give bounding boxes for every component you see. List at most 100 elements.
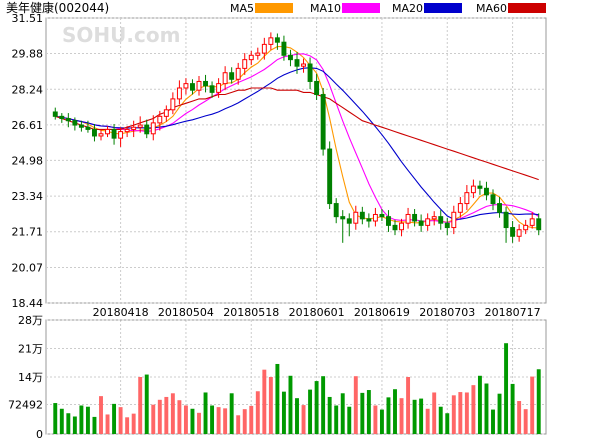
volume-bar	[164, 396, 169, 434]
volume-bar	[327, 396, 332, 434]
volume-bar	[242, 409, 247, 434]
price-panel: 31.51 29.88 28.24 26.61 24.98 23.34 21.71 20.07…	[12, 12, 547, 319]
candle	[209, 81, 215, 98]
volume-bar	[190, 408, 195, 434]
legend-swatch	[424, 3, 462, 13]
candle-body	[229, 72, 235, 80]
legend-swatch	[508, 3, 546, 13]
volume-bar	[340, 393, 345, 434]
volume-bar	[314, 381, 319, 434]
volume-bar	[536, 369, 541, 434]
candle-body	[523, 224, 529, 231]
volume-bar	[445, 413, 450, 434]
candle-body	[144, 124, 150, 135]
candle-body	[346, 218, 352, 224]
candle-body	[222, 72, 228, 85]
candle-body	[353, 211, 359, 224]
candle-body	[294, 59, 300, 67]
candle	[150, 115, 156, 141]
volume-bar	[275, 363, 280, 434]
volume-bar	[72, 416, 77, 434]
candle	[65, 113, 71, 128]
volume-bar	[419, 398, 424, 434]
candle-body	[431, 216, 437, 220]
candle	[320, 87, 326, 156]
candle	[399, 218, 404, 237]
candle	[405, 207, 411, 229]
stock-title: 美年健康(002044)	[6, 0, 109, 15]
candle	[163, 105, 169, 122]
candle	[98, 129, 104, 141]
candle	[157, 110, 163, 131]
price-tick-label: 21.71	[12, 226, 44, 239]
ma60-line	[55, 87, 539, 181]
volume-bar	[464, 392, 469, 434]
candle-body	[412, 213, 418, 222]
candle-body	[183, 83, 189, 89]
candle	[523, 219, 529, 235]
candle	[392, 219, 398, 236]
candle-body	[288, 54, 293, 61]
volume-bar	[197, 412, 201, 434]
candle-body	[163, 109, 169, 117]
candle	[327, 141, 333, 210]
volume-bar	[425, 408, 430, 434]
volume-bar	[484, 383, 489, 434]
candle	[359, 206, 365, 225]
volume-bar	[347, 406, 352, 434]
candle-body	[392, 224, 398, 231]
candle	[281, 35, 287, 61]
candle-body	[196, 80, 202, 91]
volume-tick-label: 28万	[18, 314, 43, 327]
volume-bar	[373, 405, 378, 434]
volume-bar	[517, 401, 522, 434]
candle	[242, 53, 248, 75]
candle	[124, 126, 130, 138]
volume-bar	[451, 395, 456, 434]
candle-body	[457, 203, 463, 213]
candle	[386, 210, 391, 232]
candle-body	[399, 222, 404, 231]
volume-bar	[477, 375, 482, 434]
candle-body	[484, 187, 489, 196]
candle-body	[190, 83, 195, 91]
candle	[477, 180, 483, 195]
date-tick-label: 20180518	[223, 306, 279, 319]
candle-body	[59, 115, 65, 120]
volume-panel: 28万 21万 14万 72492 0	[8, 314, 547, 440]
candle-body	[111, 128, 117, 139]
volume-bar	[79, 405, 84, 434]
candle	[92, 123, 97, 142]
candle-body	[150, 122, 156, 135]
price-tick-label: 23.34	[12, 190, 44, 203]
price-tick-label: 26.61	[12, 119, 44, 132]
candle	[340, 210, 346, 243]
candle	[235, 62, 241, 85]
volume-bar	[438, 406, 443, 434]
volume-bar	[491, 409, 495, 434]
candle-body	[85, 126, 91, 130]
candle	[294, 52, 300, 74]
candle-body	[320, 94, 326, 150]
candle	[261, 37, 267, 60]
candle-body	[372, 213, 378, 222]
volume-bar	[138, 377, 143, 434]
legend-label: MA10	[310, 2, 341, 15]
candle-body	[131, 126, 137, 130]
candle	[118, 127, 124, 147]
candle	[333, 198, 339, 224]
candle-body	[274, 37, 280, 43]
volume-bar	[229, 393, 234, 434]
candle	[170, 92, 176, 115]
volume-bar	[105, 414, 110, 434]
volume-bar	[406, 377, 411, 434]
candle	[418, 214, 424, 232]
candle	[457, 197, 463, 218]
candle-body	[497, 203, 502, 213]
candle-body	[379, 213, 385, 218]
volume-bar	[85, 406, 90, 434]
candle	[464, 185, 470, 211]
candle-body	[451, 211, 457, 229]
date-tick-label: 20180619	[354, 306, 410, 319]
candle	[353, 205, 359, 230]
